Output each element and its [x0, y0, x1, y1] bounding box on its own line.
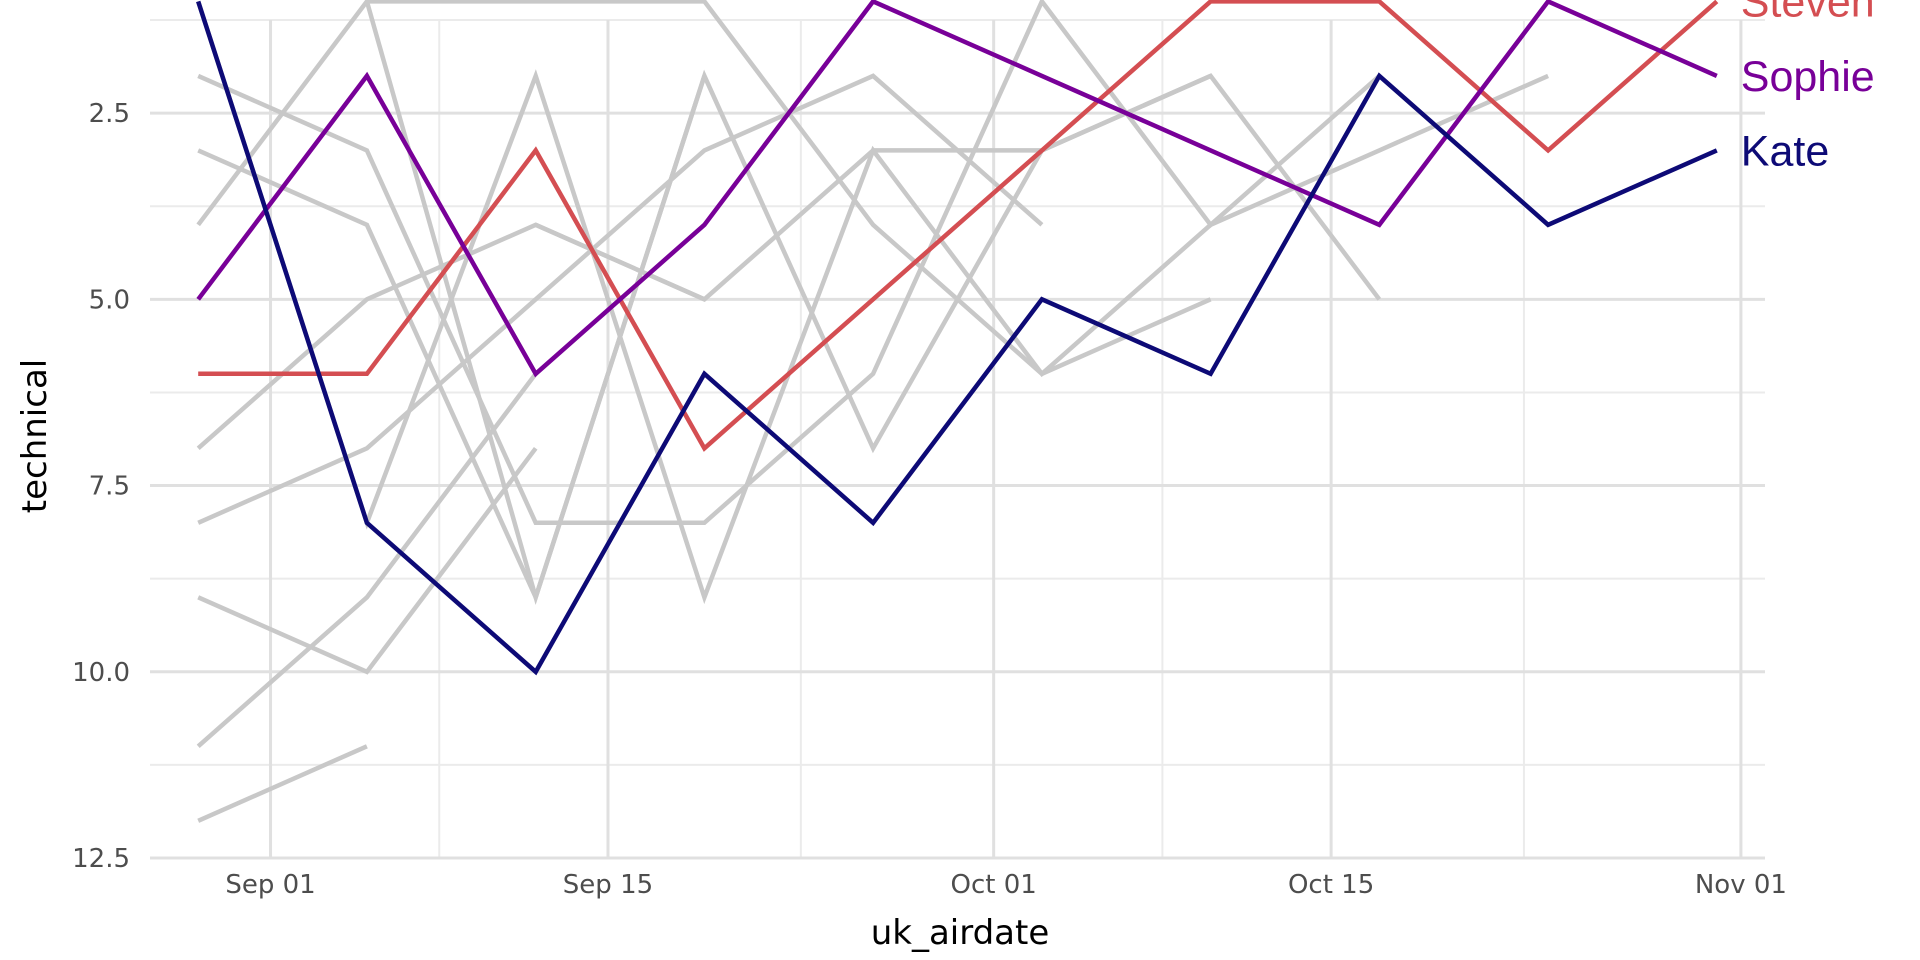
major-gridlines [150, 20, 1765, 860]
series-line-kate [196, 0, 1718, 676]
background-series-line [197, 73, 1044, 525]
series-labels: Steven Sophie Kate [1741, 0, 1875, 175]
y-tick-label: 5.0 [89, 285, 130, 315]
series-label-steven: Steven [1741, 0, 1875, 26]
background-series-line [197, 446, 538, 675]
background-series-line [197, 744, 368, 823]
y-tick-label: 12.5 [72, 844, 130, 874]
series-line-sophie [196, 0, 1718, 378]
x-tick-label: Sep 01 [225, 870, 315, 900]
series-line-steven [198, 0, 1719, 452]
x-tick-label: Oct 15 [1288, 870, 1374, 900]
x-axis-tick-labels: Sep 01 Sep 15 Oct 01 Oct 15 Nov 01 [225, 870, 1787, 900]
background-series-lines [196, 0, 1550, 823]
y-axis-title: technical [15, 359, 55, 513]
highlighted-series-lines [196, 0, 1719, 676]
background-series-line [534, 73, 1382, 302]
x-tick-label: Oct 01 [951, 870, 1037, 900]
series-label-kate: Kate [1741, 127, 1829, 175]
y-tick-label: 2.5 [89, 99, 130, 129]
background-series-line [196, 372, 538, 748]
y-axis-tick-labels: 2.5 5.0 7.5 10.0 12.5 [72, 99, 130, 874]
minor-gridlines [150, 19, 1765, 858]
x-tick-label: Nov 01 [1695, 870, 1787, 900]
x-tick-label: Sep 15 [563, 870, 653, 900]
y-tick-label: 7.5 [89, 472, 130, 502]
x-axis-title: uk_airdate [871, 913, 1050, 953]
series-label-sophie: Sophie [1741, 53, 1875, 101]
y-tick-label: 10.0 [72, 658, 130, 688]
